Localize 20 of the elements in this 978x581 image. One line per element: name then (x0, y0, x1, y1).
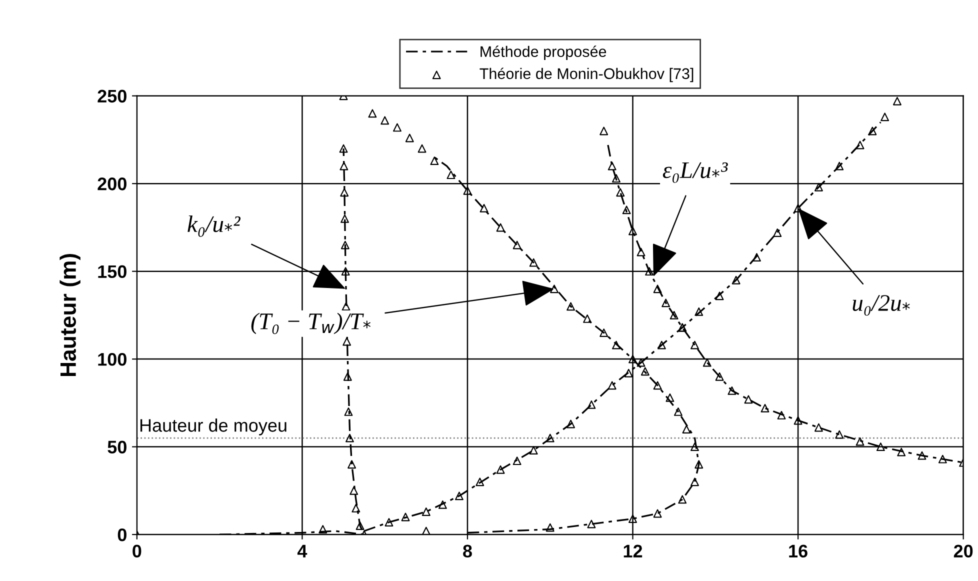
x-tick-label: 12 (624, 544, 642, 558)
y-tick-label: 50 (108, 440, 126, 454)
text: Théorie de Monin-Obukhov [73] (480, 68, 694, 82)
annotation: (T₀ − T$_{w}$)/T$_{*}$ (251, 312, 371, 334)
ref-line-label: Hauteur de moyeu (140, 418, 286, 436)
y-tick-label: 200 (98, 178, 126, 190)
x-tick-label: 8 (463, 544, 472, 558)
annotation: ε₀L/u$_{*}$³ (662, 162, 728, 183)
y-tick-label: 150 (98, 265, 126, 278)
y-axis-title: Hauteur (m) (60, 254, 80, 376)
annotation: u₀/2u$_{*}$ (852, 295, 910, 316)
x-tick-label: 4 (297, 544, 308, 558)
x-tick-label: 20 (954, 544, 973, 558)
y-tick-label: 250 (98, 90, 126, 103)
x-tick-label: 16 (789, 544, 808, 558)
annotation: k₀/u$_{*}$² (188, 216, 241, 237)
y-tick-label: 0 (118, 528, 126, 542)
y-tick-label: 100 (98, 352, 126, 366)
legend-label: Méthode proposée (480, 46, 606, 60)
x-tick-label: 0 (132, 544, 142, 558)
